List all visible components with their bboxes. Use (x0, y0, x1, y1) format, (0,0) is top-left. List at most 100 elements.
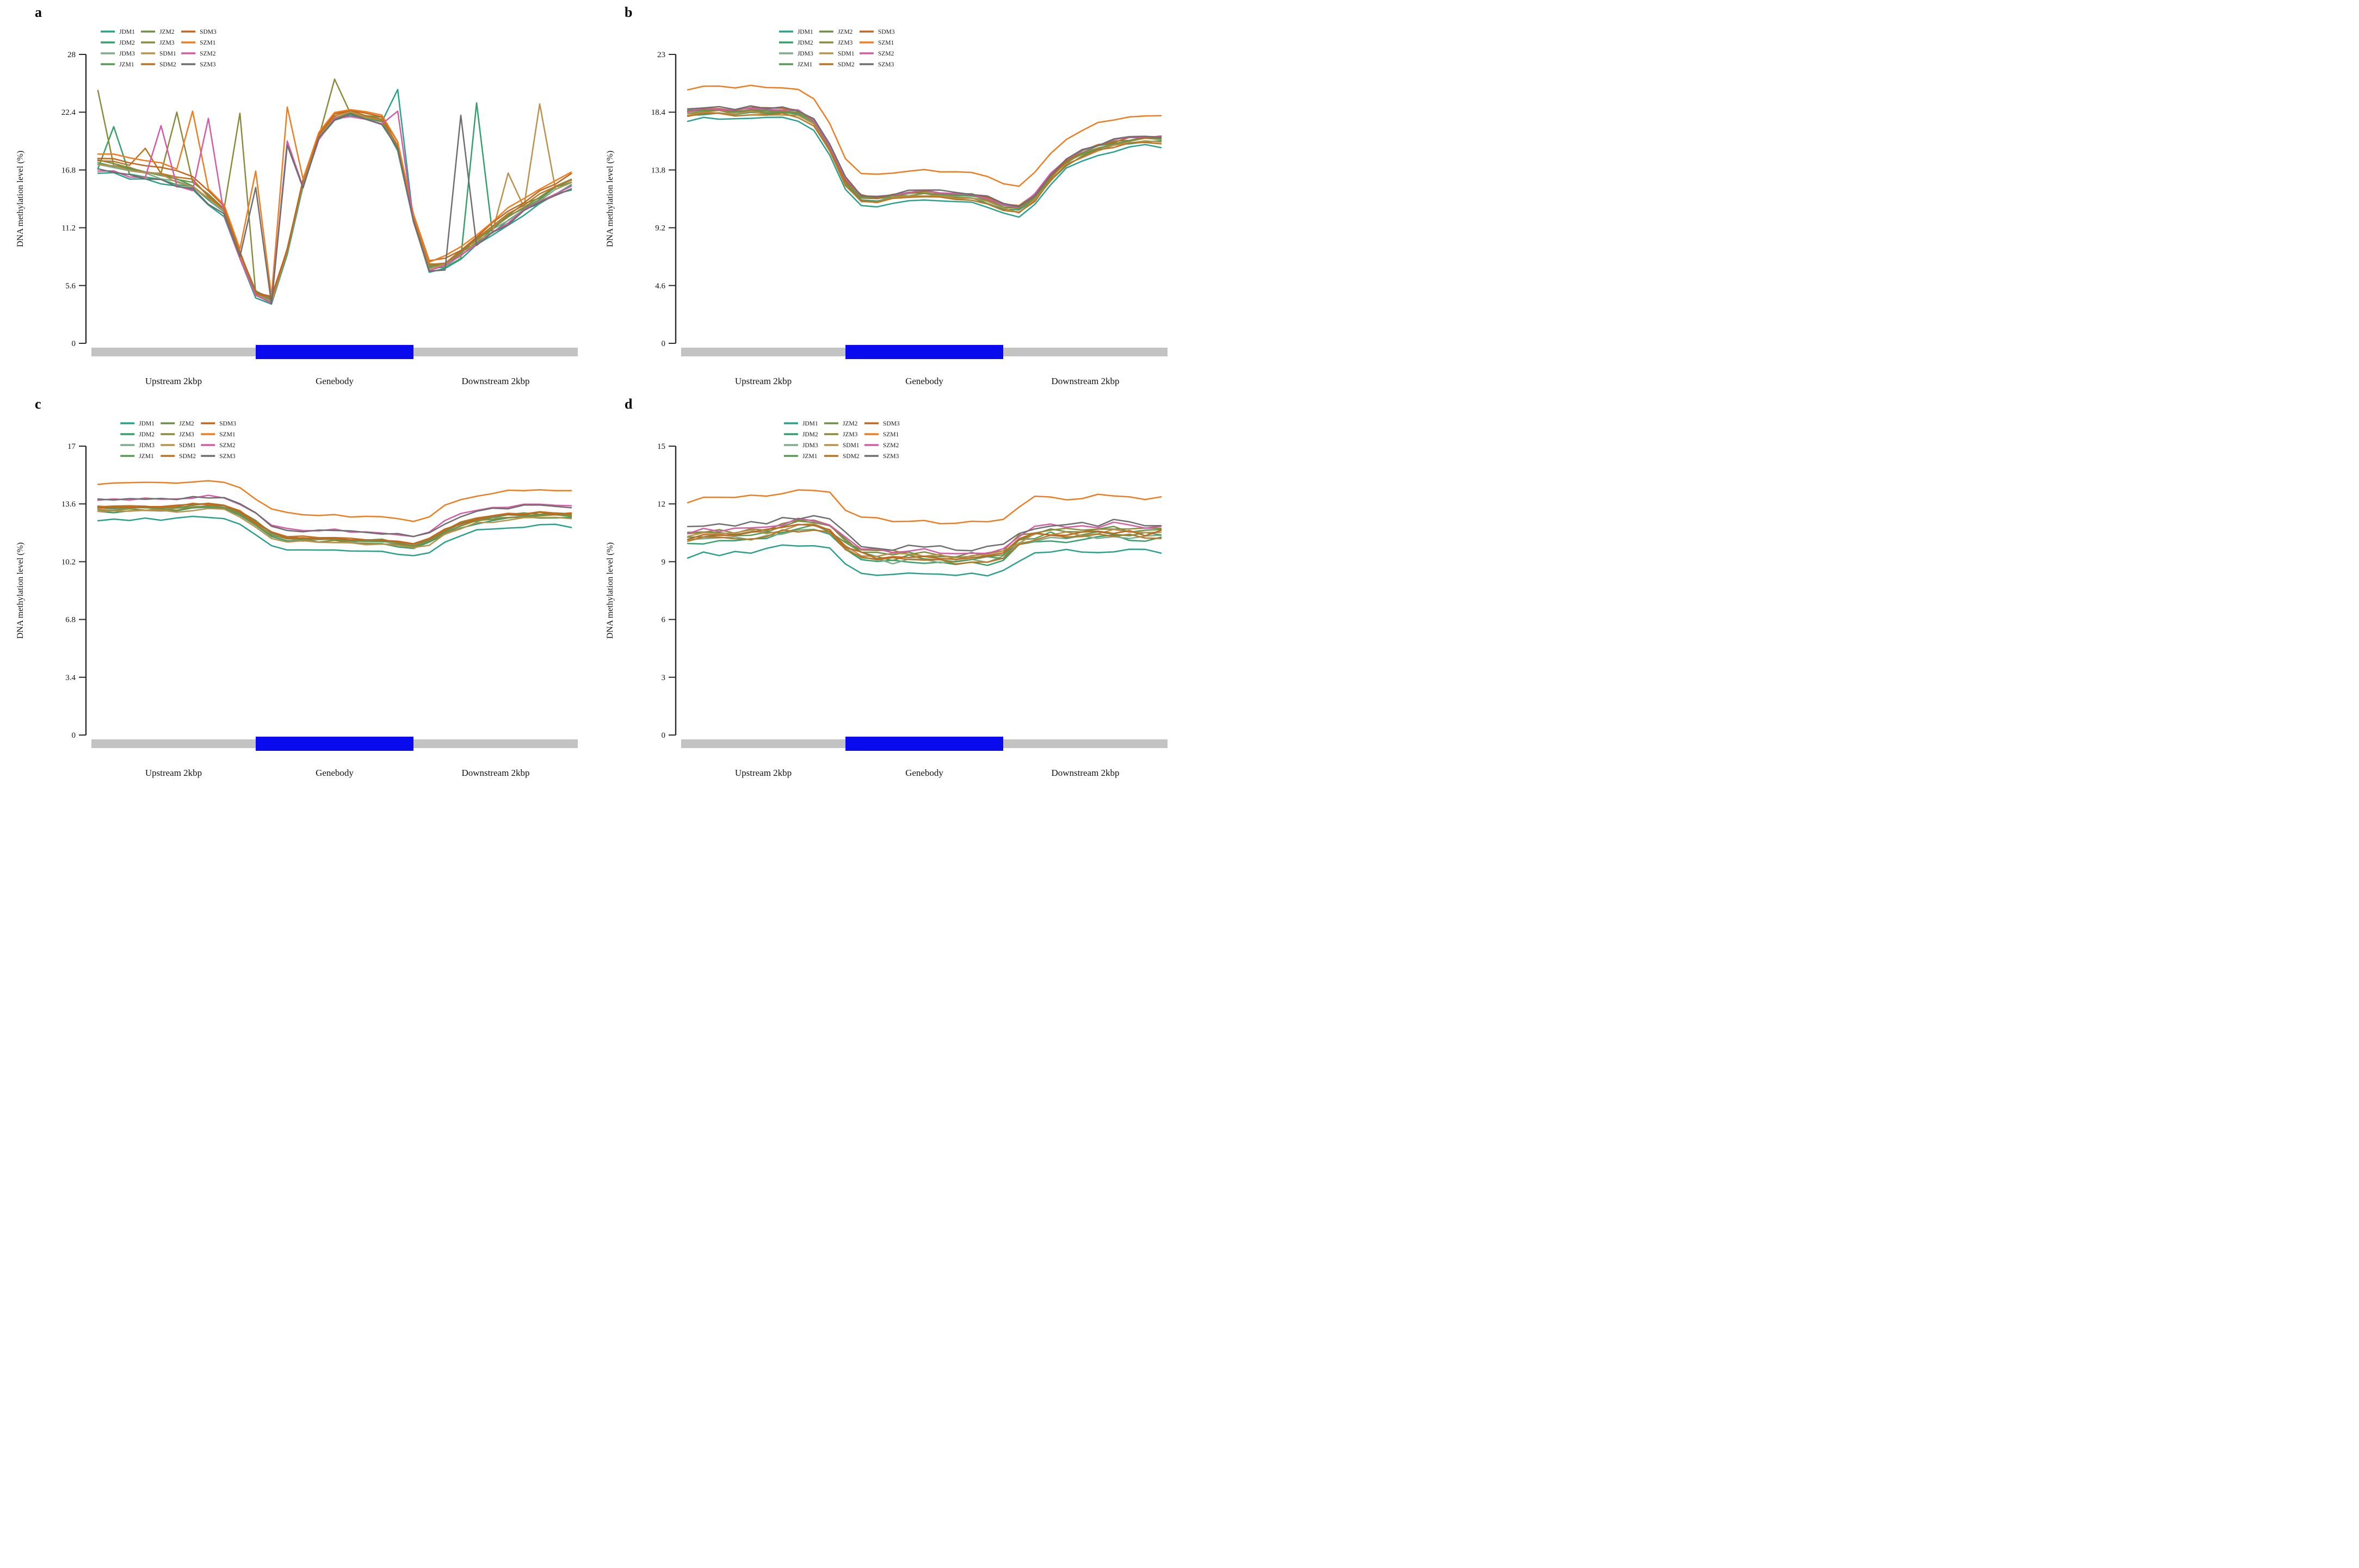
y-tick-label: 13.8 (651, 166, 665, 175)
panel-c: c 0 3.4 6.8 10.2 13.6 17 DNA methylation level… (0, 392, 590, 783)
y-tick-label: 11.2 (61, 224, 76, 233)
legend-label-SDM1: SDM1 (838, 51, 855, 57)
y-tick-label: 9 (662, 558, 666, 566)
legend-label-JDM3: JDM3 (802, 442, 818, 449)
series-line-JZM3 (687, 109, 1162, 209)
series-line-JDM1 (97, 89, 572, 305)
y-tick-label: 3.4 (65, 674, 76, 682)
series-line-SZM1 (687, 84, 1162, 187)
legend-label-SDM2: SDM2 (838, 61, 855, 68)
genebody-bar (256, 737, 413, 751)
legend-label-SZM3: SZM3 (883, 453, 899, 460)
legend-label-JZM3: JZM3 (179, 431, 194, 438)
series-line-JZM2 (97, 502, 572, 547)
y-tick-label: 0 (72, 339, 76, 348)
legend-label-JDM1: JDM1 (798, 29, 813, 35)
series-line-JDM1 (687, 544, 1162, 577)
y-tick-label: 9.2 (655, 224, 665, 233)
series-line-SDM3 (97, 503, 572, 545)
legend-label-SZM1: SZM1 (878, 40, 894, 46)
legend-label-SZM1: SZM1 (219, 431, 236, 438)
legend-label-SZM2: SZM2 (883, 442, 899, 449)
panel-d-letter: d (625, 396, 633, 412)
legend-label-SDM3: SDM3 (878, 29, 895, 35)
legend-label-JZM1: JZM1 (119, 61, 134, 68)
series-line-JDM1 (687, 116, 1162, 218)
legend-label-SDM3: SDM3 (883, 421, 900, 427)
region-label: Upstream 2kbp (145, 376, 202, 386)
y-tick-label: 0 (662, 731, 666, 740)
region-label: Genebody (905, 768, 943, 778)
region-label: Genebody (316, 768, 354, 778)
region-label: Upstream 2kbp (735, 768, 792, 778)
y-tick-label: 22.4 (61, 108, 76, 117)
series-line-SDM3 (687, 107, 1162, 207)
legend-label-JDM3: JDM3 (139, 442, 155, 449)
legend-label-JDM3: JDM3 (119, 51, 135, 57)
legend-label-JZM3: JZM3 (159, 40, 175, 46)
region-label: Downstream 2kbp (461, 376, 529, 386)
y-axis-title: DNA methylation level (%) (606, 151, 615, 247)
region-label: Genebody (905, 376, 943, 386)
y-tick-label: 18.4 (651, 108, 666, 117)
y-tick-label: 0 (72, 731, 76, 740)
series-line-SDM2 (687, 529, 1162, 565)
series-line-SZM1 (97, 480, 572, 522)
legend-label-SDM3: SDM3 (219, 421, 236, 427)
genebody-bar (845, 737, 1003, 751)
series-line-SDM2 (687, 112, 1162, 213)
legend-label-JDM3: JDM3 (798, 51, 813, 57)
legend-label-SZM1: SZM1 (200, 40, 216, 46)
series-line-SZM1 (687, 489, 1162, 524)
series-line-SZM3 (687, 105, 1162, 208)
y-tick-label: 16.8 (61, 166, 76, 175)
legend-label-JDM2: JDM2 (798, 40, 813, 46)
panel-d: d 0 3 6 9 12 15 DNA methylation level (%) Upstr… (590, 392, 1180, 783)
panel-d-chart: 0 3 6 9 12 15 DNA methylation level (%) Upstrea… (606, 421, 1168, 778)
legend-label-SDM2: SDM2 (159, 61, 176, 68)
legend-label-SDM2: SDM2 (179, 453, 196, 460)
y-tick-label: 4.6 (655, 282, 665, 291)
series-line-SDM3 (687, 523, 1162, 560)
genebody-bar (256, 345, 413, 359)
legend-label-JZM2: JZM2 (838, 29, 853, 35)
legend-label-JZM1: JZM1 (139, 453, 154, 460)
legend-label-SZM3: SZM3 (219, 453, 236, 460)
legend-label-SDM1: SDM1 (179, 442, 196, 449)
panel-b-letter: b (625, 4, 633, 20)
legend-label-JZM1: JZM1 (798, 61, 813, 68)
region-label: Downstream 2kbp (461, 768, 529, 778)
y-tick-label: 6.8 (65, 616, 76, 625)
legend-label-JDM1: JDM1 (119, 29, 135, 35)
panel-b: b 0 4.6 9.2 13.8 18.4 23 DNA methylation level… (590, 0, 1180, 392)
region-label: Genebody (316, 376, 354, 386)
series-line-SDM1 (97, 103, 572, 304)
series-line-JZM3 (97, 78, 572, 300)
legend-label-JZM2: JZM2 (843, 421, 858, 427)
y-tick-label: 0 (662, 339, 666, 348)
series-line-SZM1 (97, 106, 572, 297)
y-tick-label: 17 (67, 442, 76, 451)
legend-label-JZM1: JZM1 (802, 453, 818, 460)
series-line-SZM2 (97, 110, 572, 304)
y-tick-label: 3 (662, 674, 666, 682)
y-axis-title: DNA methylation level (%) (16, 151, 25, 247)
legend-label-SZM2: SZM2 (219, 442, 236, 449)
legend-label-JZM3: JZM3 (838, 40, 853, 46)
legend-label-SZM3: SZM3 (878, 61, 894, 68)
region-label: Upstream 2kbp (735, 376, 792, 386)
series-line-JDM2 (687, 528, 1162, 566)
region-label: Downstream 2kbp (1051, 376, 1119, 386)
series-line-SZM2 (687, 517, 1162, 554)
panel-a: a 0 5.6 11.2 16.8 22.4 28 DNA methylation leve… (0, 0, 590, 392)
series-line-SZM3 (687, 515, 1162, 552)
y-axis-title: DNA methylation level (%) (16, 542, 25, 639)
legend-label-JZM3: JZM3 (843, 431, 858, 438)
series-line-SDM2 (97, 109, 572, 300)
series-line-JZM3 (97, 505, 572, 548)
legend-label-JDM2: JDM2 (802, 431, 818, 438)
legend-label-JDM2: JDM2 (119, 40, 135, 46)
y-tick-label: 13.6 (61, 500, 76, 509)
legend-label-JZM2: JZM2 (179, 421, 194, 427)
series-line-SZM3 (97, 113, 572, 305)
